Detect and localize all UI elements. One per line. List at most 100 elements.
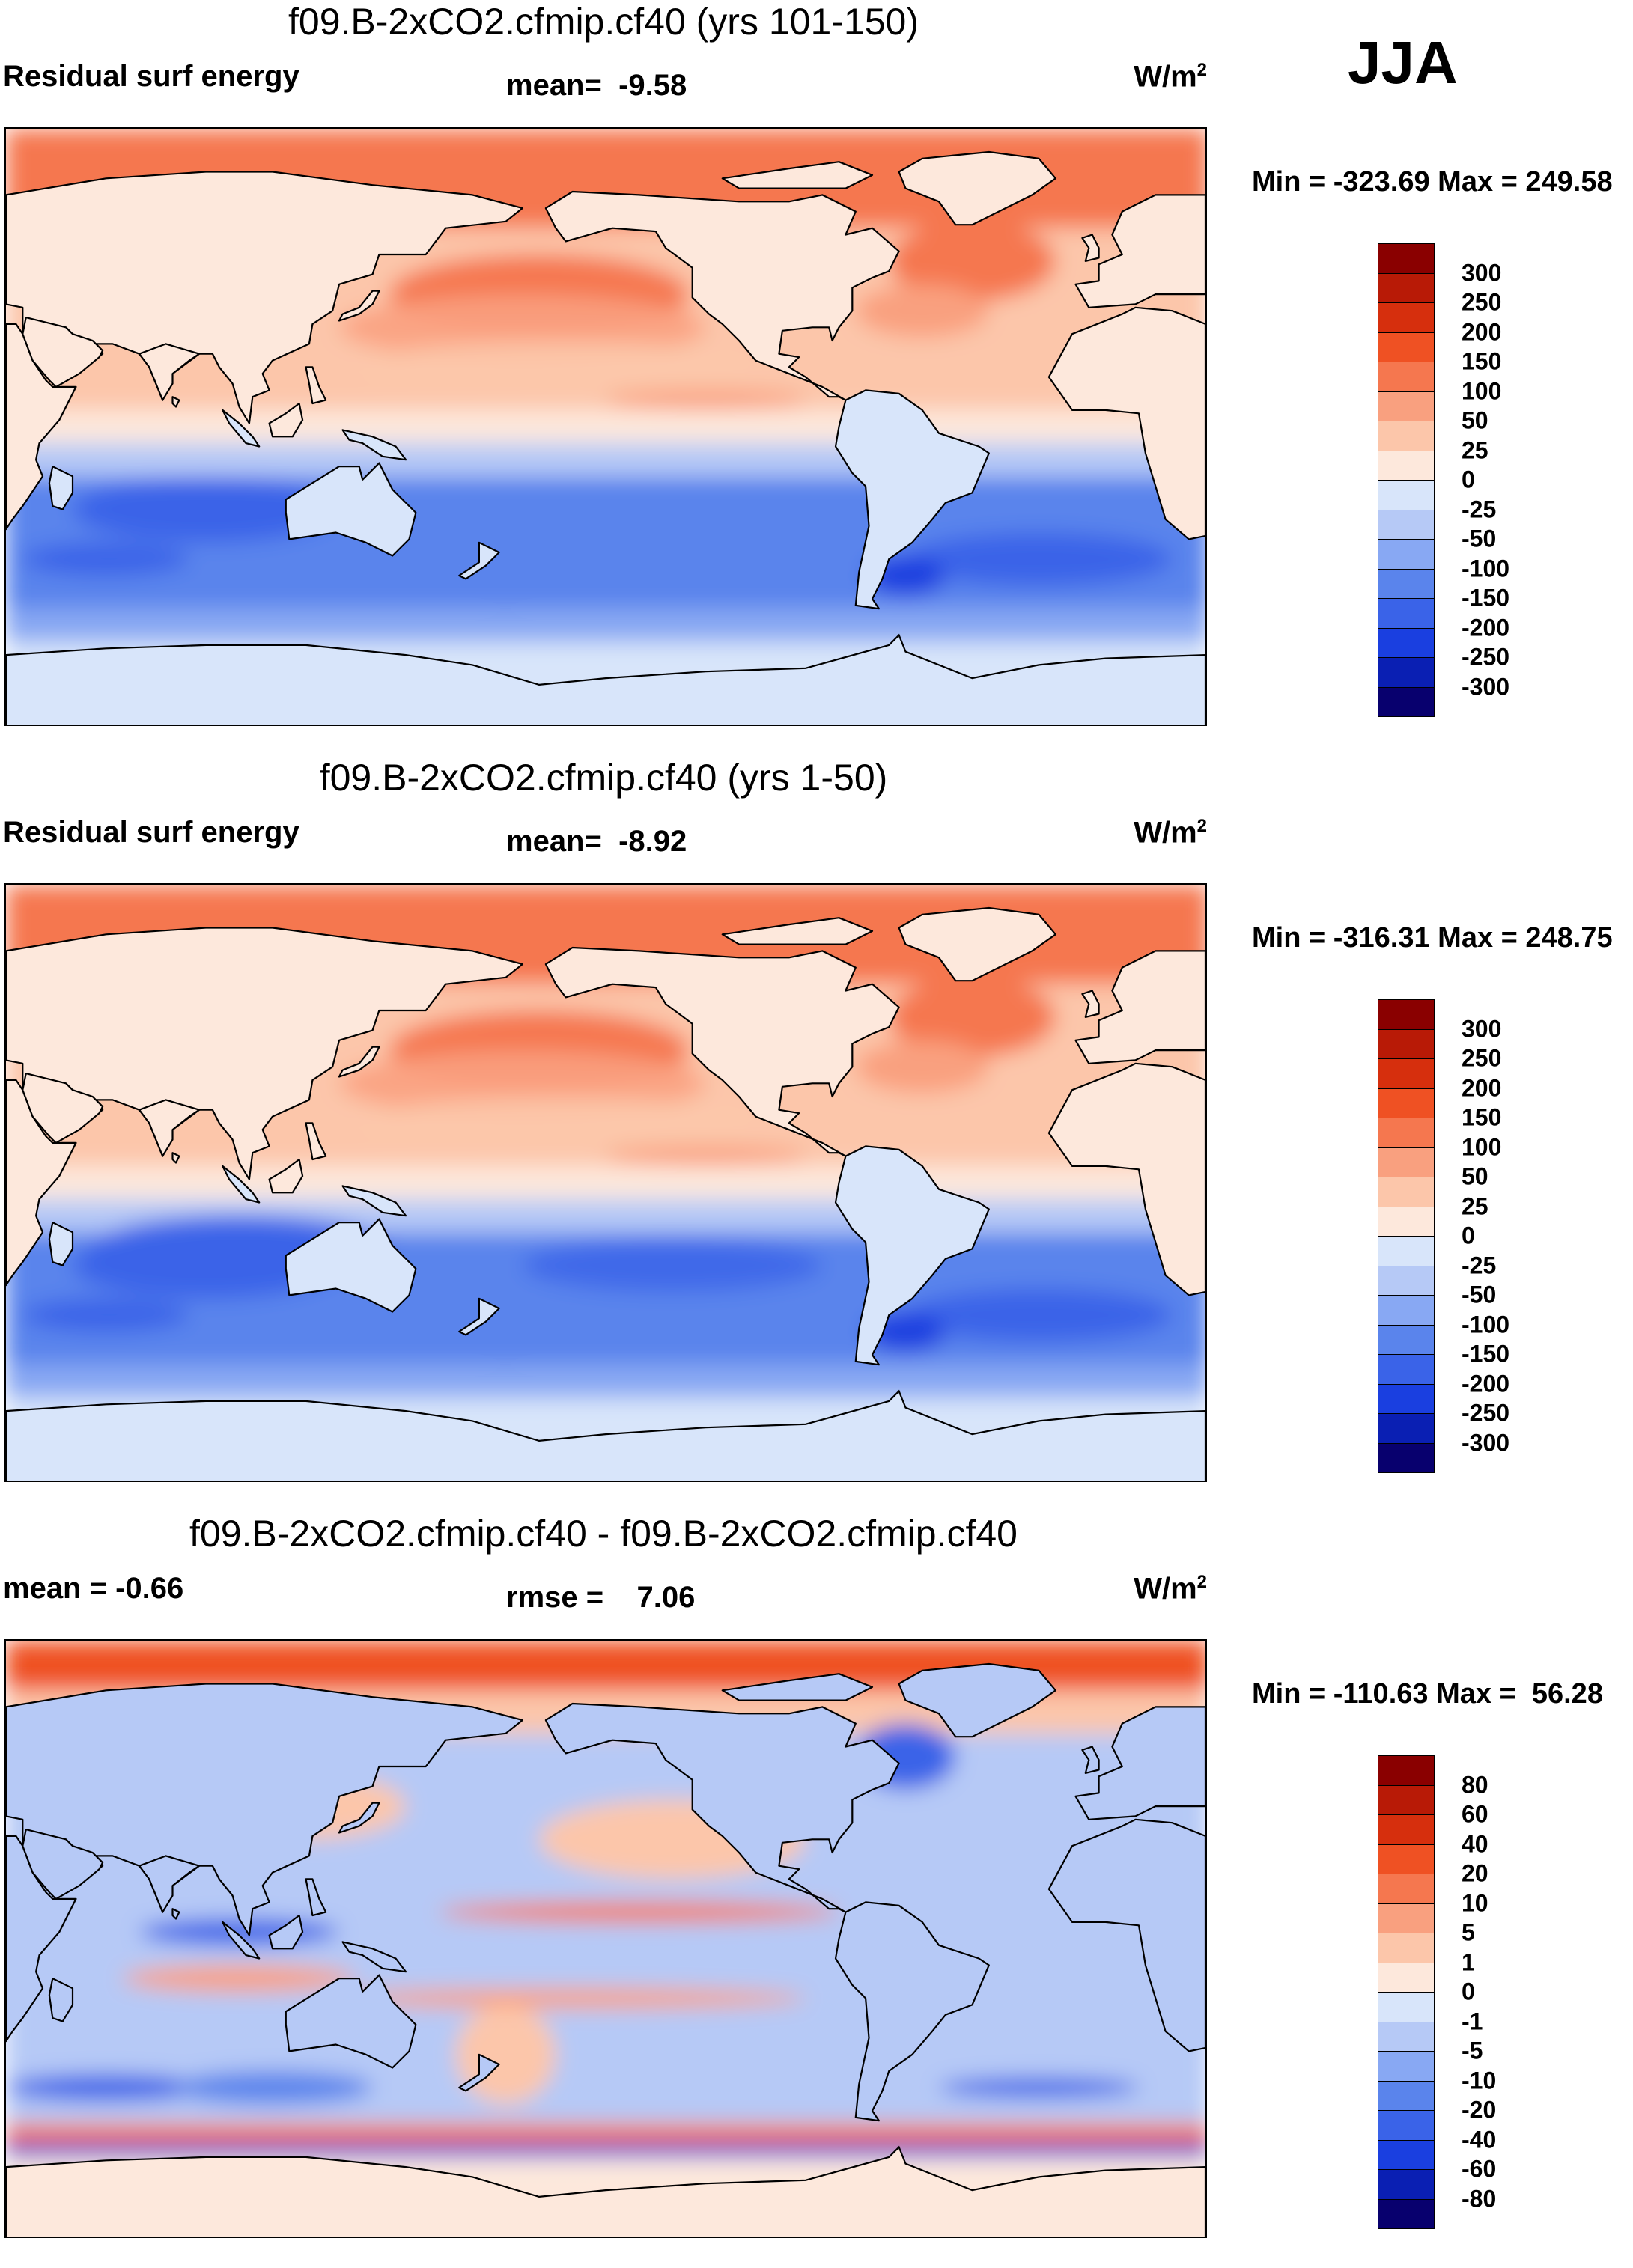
panel-title: f09.B-2xCO2.cfmip.cf40 - f09.B-2xCO2.cfm… <box>189 1513 1018 1555</box>
units-label: W/m2 <box>1134 816 1207 850</box>
colorbar-swatch <box>1378 1874 1435 1904</box>
colorbar-label: -10 <box>1462 2067 1497 2094</box>
colorbar-swatch <box>1378 1028 1435 1059</box>
colorbar-swatch <box>1378 2139 1435 2170</box>
colorbar-label: 1 <box>1462 1948 1475 1975</box>
colorbar-swatch <box>1378 332 1435 362</box>
colorbar-label: 200 <box>1462 318 1502 345</box>
season-label: JJA <box>1348 29 1458 96</box>
colorbar-swatch <box>1378 1755 1435 1786</box>
colorbar-swatch <box>1378 272 1435 303</box>
colorbar-label: 10 <box>1462 1889 1488 1916</box>
colorbar-label: 50 <box>1462 1162 1488 1190</box>
colorbar-label: 300 <box>1462 1015 1502 1042</box>
colorbar-swatch <box>1378 1413 1435 1444</box>
colorbar-swatch <box>1378 1118 1435 1148</box>
colorbar-swatch <box>1378 568 1435 599</box>
colorbar-label: -100 <box>1462 1311 1510 1338</box>
map-plot <box>4 883 1207 1482</box>
colorbar-swatch <box>1378 391 1435 421</box>
colorbar-label: 0 <box>1462 466 1475 493</box>
colorbar-swatch <box>1378 1147 1435 1177</box>
mean-label: mean = -0.66 <box>3 1572 184 1605</box>
map-plot <box>4 1639 1207 2238</box>
colorbar-swatch <box>1378 598 1435 629</box>
variable-label: Residual surf energy <box>3 60 299 93</box>
units-label: W/m2 <box>1134 60 1207 94</box>
colorbar-swatch <box>1378 480 1435 510</box>
panel-1: f09.B-2xCO2.cfmip.cf40 (yrs 101-150) Res… <box>0 0 1633 756</box>
colorbar-label: -200 <box>1462 614 1510 641</box>
colorbar-swatch <box>1378 2080 1435 2111</box>
colorbar-swatch <box>1378 539 1435 570</box>
colorbar-swatch <box>1378 1383 1435 1414</box>
panel-title: f09.B-2xCO2.cfmip.cf40 (yrs 101-150) <box>288 1 919 43</box>
colorbar-label: 100 <box>1462 377 1502 404</box>
colorbar-label: 200 <box>1462 1074 1502 1101</box>
colorbar-swatch <box>1378 1962 1435 1993</box>
colorbar-swatch <box>1378 2198 1435 2229</box>
colorbar-label: 20 <box>1462 1859 1488 1887</box>
colorbar-label: 60 <box>1462 1800 1488 1828</box>
mean-label: mean= -8.92 <box>506 825 687 858</box>
colorbar-label: 25 <box>1462 436 1488 463</box>
colorbar-swatch <box>1378 2051 1435 2082</box>
variable-label: Residual surf energy <box>3 816 299 849</box>
colorbar-swatch <box>1378 1992 1435 2022</box>
colorbar-label: -25 <box>1462 496 1497 522</box>
colorbar-label: -250 <box>1462 643 1510 671</box>
colorbar-label: 0 <box>1462 1978 1475 2005</box>
colorbar-swatch <box>1378 1295 1435 1326</box>
colorbar-swatch <box>1378 627 1435 658</box>
colorbar-label: 5 <box>1462 1918 1475 1946</box>
colorbar-label: -250 <box>1462 1399 1510 1427</box>
colorbar-swatch <box>1378 1784 1435 1815</box>
colorbar-label: 300 <box>1462 259 1502 286</box>
colorbar-swatch <box>1378 1324 1435 1355</box>
colorbar-swatch <box>1378 1088 1435 1118</box>
colorbar-swatch <box>1378 999 1435 1030</box>
colorbar-label: -50 <box>1462 1281 1497 1308</box>
colorbar-label: 150 <box>1462 1103 1502 1131</box>
colorbar-swatch <box>1378 686 1435 717</box>
colorbar-label: -1 <box>1462 2008 1483 2034</box>
colorbar-label: 0 <box>1462 1222 1475 1249</box>
colorbar-label: -150 <box>1462 584 1510 612</box>
colorbar-swatch <box>1378 450 1435 481</box>
colorbar-label: -25 <box>1462 1252 1497 1278</box>
colorbar-swatch <box>1378 2021 1435 2052</box>
colorbar-label: 150 <box>1462 347 1502 375</box>
colorbar-label: -80 <box>1462 2185 1497 2212</box>
colorbar-label: -40 <box>1462 2126 1497 2153</box>
colorbar-swatch <box>1378 421 1435 451</box>
minmax-label: Min = -323.69 Max = 249.58 <box>1252 166 1613 198</box>
colorbar-label: -200 <box>1462 1370 1510 1397</box>
panel-title: f09.B-2xCO2.cfmip.cf40 (yrs 1-50) <box>319 757 888 799</box>
colorbar-swatch <box>1378 362 1435 392</box>
colorbar-swatch <box>1378 657 1435 688</box>
colorbar-label: 25 <box>1462 1192 1488 1219</box>
colorbar-swatch <box>1378 1058 1435 1089</box>
colorbar-swatch <box>1378 1236 1435 1266</box>
colorbar-label: -300 <box>1462 673 1510 700</box>
colorbar-swatch <box>1378 509 1435 540</box>
mean-label: mean= -9.58 <box>506 69 687 102</box>
colorbar-swatch <box>1378 2110 1435 2141</box>
colorbar-label: -150 <box>1462 1340 1510 1368</box>
colorbar-swatch <box>1378 1814 1435 1845</box>
map-plot <box>4 127 1207 726</box>
minmax-label: Min = -110.63 Max = 56.28 <box>1252 1678 1603 1710</box>
panel-3: f09.B-2xCO2.cfmip.cf40 - f09.B-2xCO2.cfm… <box>0 1512 1633 2268</box>
colorbar-swatch <box>1378 302 1435 333</box>
colorbar-swatch <box>1378 1177 1435 1207</box>
colorbar-swatch <box>1378 1442 1435 1473</box>
colorbar-label: 50 <box>1462 406 1488 434</box>
colorbar-label: -20 <box>1462 2096 1497 2124</box>
colorbar-label: 250 <box>1462 288 1502 316</box>
colorbar-swatch <box>1378 1206 1435 1237</box>
colorbar-label: -60 <box>1462 2155 1497 2183</box>
colorbar-swatch <box>1378 1903 1435 1933</box>
colorbar-swatch <box>1378 1844 1435 1874</box>
colorbar-label: -50 <box>1462 525 1497 552</box>
colorbar-label: -300 <box>1462 1429 1510 1456</box>
